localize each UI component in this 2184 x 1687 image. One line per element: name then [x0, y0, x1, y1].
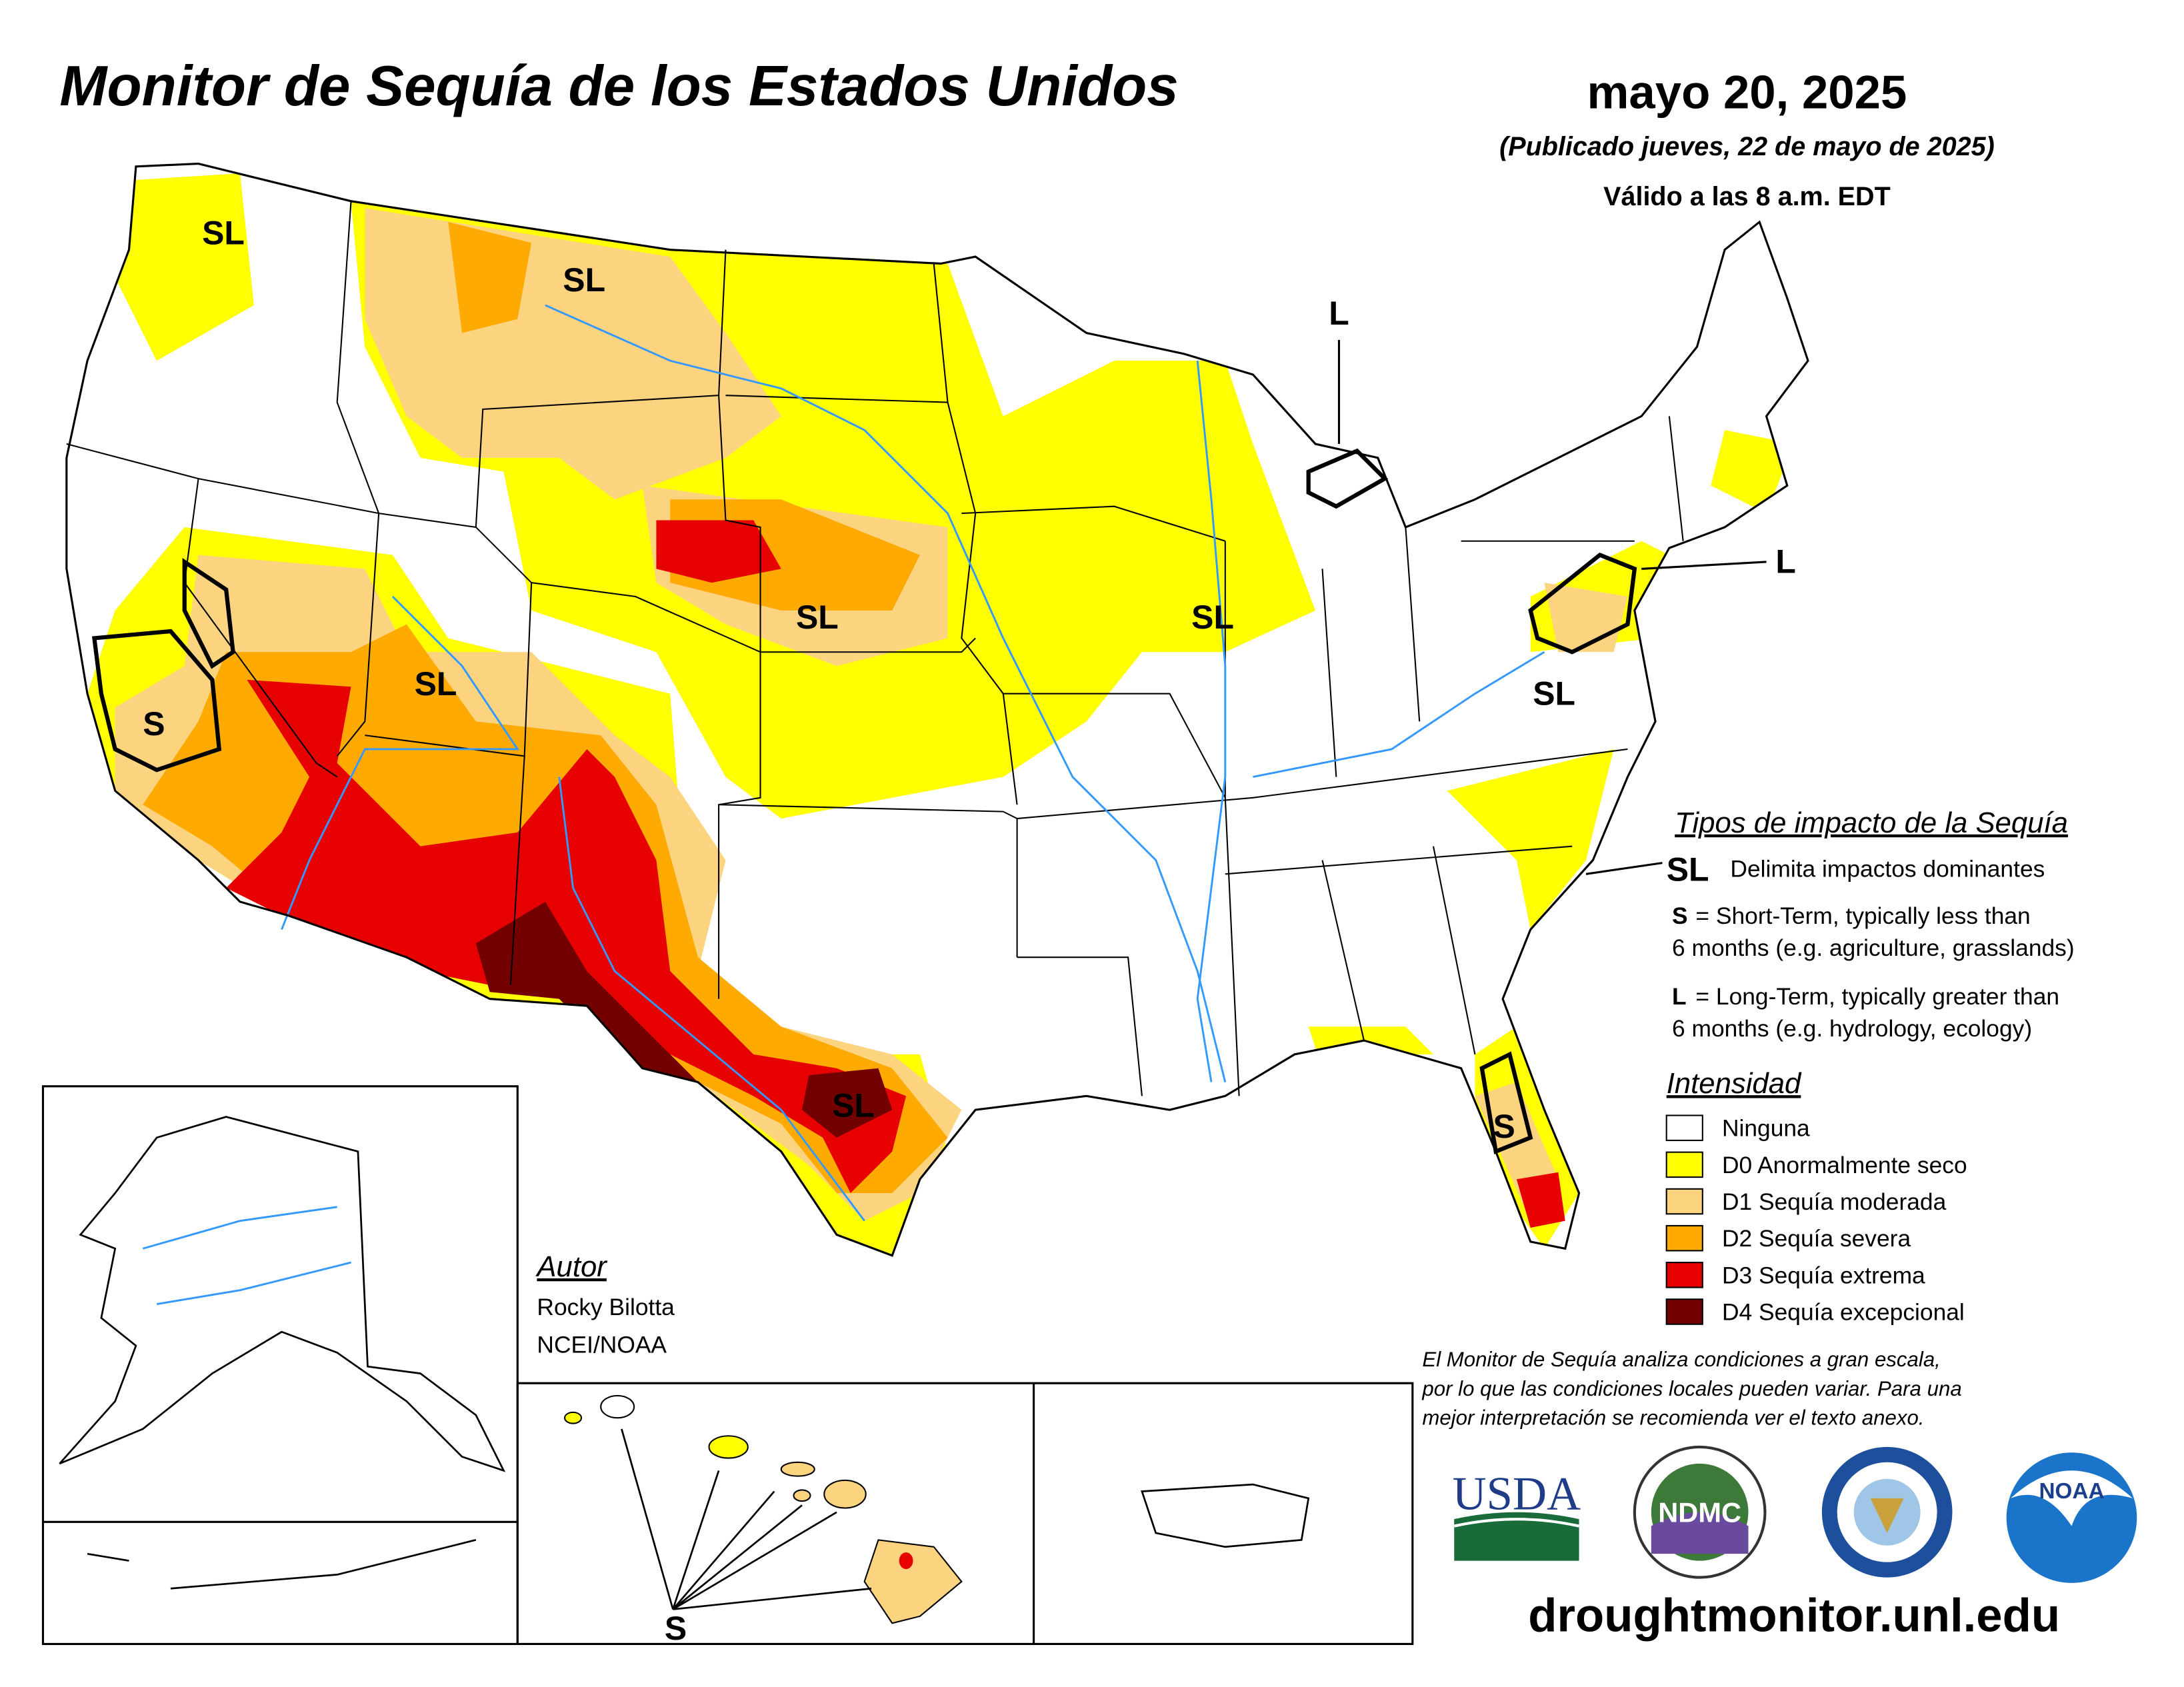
legend-label: Ninguna: [1722, 1116, 1810, 1142]
drought-region: [899, 1552, 913, 1570]
impact-label: SL: [796, 599, 839, 636]
drought-region: [448, 222, 532, 333]
legend-swatch: [1665, 1114, 1703, 1141]
hawaii-inset: S: [516, 1382, 1414, 1647]
long-term-text: 6 months (e.g. hydrology, ecology): [1672, 1016, 2032, 1042]
impact-label: SL: [832, 1087, 875, 1124]
impact-legend-title: Tipos de impacto de la Sequía: [1675, 807, 2068, 839]
drought-region: [780, 1461, 815, 1477]
impact-label: SL: [202, 214, 245, 251]
long-term-symbol: L: [1672, 984, 1687, 1010]
long-term-text: = Long-Term, typically greater than: [1695, 984, 2059, 1010]
drought-region: [793, 1489, 811, 1502]
label-leader: [1585, 862, 1663, 875]
noaa-logo: NOAA: [2039, 1479, 2104, 1504]
state-borders: [66, 201, 1684, 1096]
impact-label: SL: [563, 261, 605, 299]
legend-label: D1 Sequía moderada: [1722, 1189, 1947, 1215]
disclaimer: El Monitor de Sequía analiza condiciones…: [1422, 1348, 1940, 1371]
legend-label: D3 Sequía extrema: [1722, 1262, 1925, 1288]
impact-legend-symbol: SL: [1667, 851, 1709, 888]
impact-label: S: [143, 705, 165, 743]
impact-label: L: [1329, 295, 1349, 332]
conus: SL SL L SL S SL SL L SL SL S: [65, 163, 1809, 1257]
impact-label: L: [1775, 543, 1796, 581]
drought-region: [801, 1068, 893, 1138]
legend-label: D4 Sequía excepcional: [1722, 1299, 1965, 1325]
label-leader: [1641, 561, 1767, 570]
legend-swatch: [1665, 1298, 1703, 1325]
disclaimer: por lo que las condiciones locales puede…: [1421, 1377, 1961, 1400]
impact-label: SL: [1191, 599, 1234, 636]
alaska-inset: [41, 1085, 519, 1646]
drought-region: [1516, 1172, 1565, 1228]
impact-boundaries: [91, 339, 1767, 1154]
legend-swatch: [1665, 1224, 1703, 1252]
legend-label: D0 Anormalmente seco: [1722, 1152, 1967, 1178]
title: Monitor de Sequía de los Estados Unidos: [59, 55, 1178, 118]
drought-region: [863, 1539, 963, 1624]
drought-region: [823, 1479, 867, 1509]
logos: USDA NDMC NOAA: [1453, 1445, 2137, 1583]
drought-region: [115, 173, 254, 361]
drought-region: [564, 1411, 583, 1424]
drought-region: [1711, 430, 1795, 514]
intensity-legend: Ninguna D0 Anormalmente seco D1 Sequía mod…: [1665, 1114, 1967, 1325]
legend-swatch: [1665, 1262, 1703, 1288]
impact-label: S: [1493, 1108, 1515, 1145]
rivers: [281, 304, 1545, 1222]
date: mayo 20, 2025: [1587, 65, 1907, 118]
published-date: (Publicado jueves, 22 de mayo de 2025): [1499, 132, 1995, 161]
legend-swatch: [1665, 1151, 1703, 1178]
drought-region: [708, 1435, 749, 1459]
impact-legend-text: Delimita impactos dominantes: [1730, 856, 2045, 882]
intensity-legend-title: Intensidad: [1667, 1067, 1802, 1100]
short-term-text: 6 months (e.g. agriculture, grasslands): [1672, 935, 2075, 961]
impact-label: SL: [415, 665, 457, 703]
author-title: Autor: [535, 1250, 608, 1283]
author-name: Rocky Bilotta: [537, 1294, 675, 1320]
ndmc-logo: NDMC: [1658, 1496, 1741, 1528]
short-term-symbol: S: [1672, 903, 1688, 929]
short-term-text: = Short-Term, typically less than: [1695, 903, 2030, 929]
disclaimer: mejor interpretación se recomienda ver e…: [1422, 1406, 1924, 1430]
us-border: [65, 163, 1809, 1257]
author-org: NCEI/NOAA: [537, 1332, 667, 1358]
legend-swatch: [1665, 1188, 1703, 1215]
drought-region: [656, 520, 781, 583]
drought-areas: [87, 173, 1795, 1256]
usda-logo: USDA: [1453, 1468, 1581, 1520]
legend-label: D2 Sequía severa: [1722, 1226, 1911, 1252]
valid-time: Válido a las 8 a.m. EDT: [1603, 182, 1891, 211]
website-url[interactable]: droughtmonitor.unl.edu: [1528, 1589, 2060, 1642]
impact-label: SL: [1533, 675, 1575, 712]
impact-label: S: [665, 1610, 687, 1647]
drought-region: [1447, 749, 1614, 930]
puerto-rico: [1141, 1483, 1310, 1548]
